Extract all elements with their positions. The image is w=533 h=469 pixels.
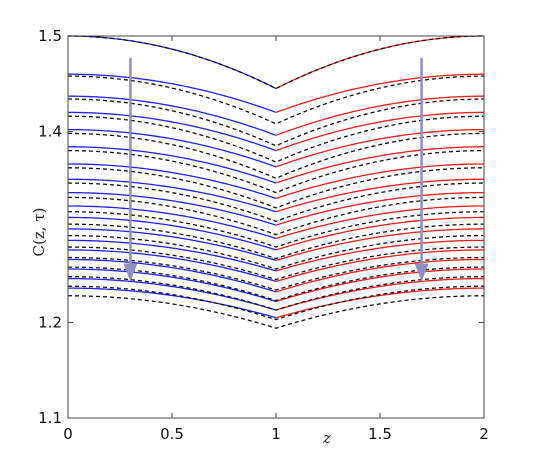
solid-line-right-5 bbox=[275, 146, 485, 184]
solid-line-right-3 bbox=[275, 111, 485, 152]
solid-line-left-15 bbox=[67, 268, 277, 303]
solid-line-right-6 bbox=[275, 163, 485, 199]
x-tick-label: 1.5 bbox=[368, 425, 392, 443]
solid-line-left-0 bbox=[67, 35, 277, 90]
solid-line-left-6 bbox=[67, 163, 277, 199]
dashed-line-13 bbox=[67, 256, 485, 291]
solid-line-left-8 bbox=[67, 191, 277, 226]
solid-line-right-12 bbox=[275, 239, 485, 272]
y-tick-label: 1.4 bbox=[38, 123, 62, 141]
solid-line-right-17 bbox=[275, 287, 485, 319]
dashed-line-11 bbox=[67, 234, 485, 270]
dashed-line-8 bbox=[67, 196, 485, 236]
solid-line-left-1 bbox=[67, 73, 277, 114]
y-tick-label: 1.5 bbox=[38, 27, 62, 45]
solid-line-left-7 bbox=[67, 178, 277, 213]
axis-ticks: 0 0.5 1 1.5 2 1.1 1.2 1.4 1.5 bbox=[38, 27, 489, 443]
solid-line-left-10 bbox=[67, 216, 277, 251]
dashed-line-1 bbox=[67, 75, 485, 125]
dashed-line-2 bbox=[67, 98, 485, 147]
dashed-line-10 bbox=[67, 223, 485, 260]
dashed-line-4 bbox=[67, 132, 485, 180]
solid-line-right-14 bbox=[275, 258, 485, 293]
dashed-line-15 bbox=[67, 276, 485, 311]
dashed-line-7 bbox=[67, 182, 485, 222]
solid-line-left-14 bbox=[67, 258, 277, 293]
y-tick-label: 1.2 bbox=[38, 314, 62, 332]
x-axis-label: z bbox=[322, 429, 331, 447]
series-lines bbox=[67, 35, 485, 329]
arrow-head-1 bbox=[414, 263, 429, 282]
solid-line-right-2 bbox=[275, 95, 485, 136]
y-axis-label: C(z, τ) bbox=[30, 208, 48, 257]
solid-line-right-1 bbox=[275, 73, 485, 114]
dashed-line-5 bbox=[67, 149, 485, 194]
solid-line-left-13 bbox=[67, 249, 277, 283]
solid-line-right-4 bbox=[275, 128, 485, 168]
solid-line-right-13 bbox=[275, 249, 485, 283]
solid-line-right-8 bbox=[275, 191, 485, 226]
dashed-line-17 bbox=[67, 295, 485, 329]
y-tick-label: 1.1 bbox=[38, 409, 62, 427]
solid-line-right-11 bbox=[275, 228, 485, 262]
x-tick-label: 1 bbox=[271, 425, 281, 443]
solid-line-right-7 bbox=[275, 178, 485, 213]
solid-line-left-3 bbox=[67, 111, 277, 152]
x-tick-label: 0.5 bbox=[160, 425, 184, 443]
dashed-line-16 bbox=[67, 285, 485, 321]
solid-line-left-2 bbox=[67, 95, 277, 136]
arrow-head-0 bbox=[123, 263, 138, 282]
solid-line-left-9 bbox=[67, 205, 277, 240]
solid-line-right-10 bbox=[275, 216, 485, 251]
solid-line-left-12 bbox=[67, 239, 277, 272]
solid-line-left-5 bbox=[67, 146, 277, 184]
x-tick-label: 0 bbox=[63, 425, 73, 443]
solid-line-left-17 bbox=[67, 287, 277, 319]
x-tick-label: 2 bbox=[479, 425, 489, 443]
solid-line-right-15 bbox=[275, 268, 485, 303]
solid-line-left-4 bbox=[67, 128, 277, 168]
dashed-line-3 bbox=[67, 115, 485, 163]
dashed-line-12 bbox=[67, 246, 485, 281]
annotation-arrows bbox=[123, 57, 429, 282]
solid-line-left-11 bbox=[67, 228, 277, 262]
solid-line-right-9 bbox=[275, 205, 485, 240]
dashed-line-14 bbox=[67, 266, 485, 302]
solid-line-right-0 bbox=[275, 35, 485, 90]
dashed-line-6 bbox=[67, 167, 485, 209]
dashed-line-9 bbox=[67, 211, 485, 248]
